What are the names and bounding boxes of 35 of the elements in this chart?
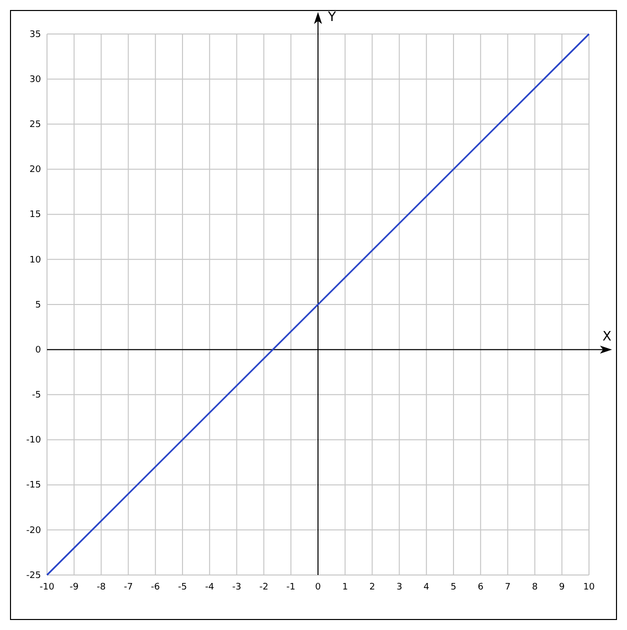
- x-tick-label: -6: [150, 582, 160, 592]
- x-tick-label: -9: [70, 582, 79, 592]
- y-tick-label: 0: [35, 345, 42, 356]
- y-tick-label: 25: [30, 120, 41, 130]
- x-tick-label: -3: [232, 582, 242, 592]
- x-tick-label: 9: [559, 582, 566, 592]
- x-tick-label: 10: [583, 582, 595, 592]
- x-axis-title: X: [602, 330, 612, 345]
- x-tick-label: 7: [504, 582, 511, 592]
- x-tick-label: 5: [450, 582, 456, 592]
- x-tick-label: 0: [315, 582, 322, 592]
- y-tick-label: -10: [26, 436, 42, 446]
- y-tick-label: -5: [32, 390, 41, 401]
- x-tick-label: 8: [532, 582, 538, 592]
- x-tick-label: 1: [342, 582, 348, 592]
- x-tick-label: 3: [396, 582, 402, 592]
- y-tick-label: -15: [26, 480, 41, 491]
- x-tick-label: -5: [178, 582, 187, 592]
- y-tick-label: 10: [30, 255, 42, 266]
- y-tick-label: -20: [26, 526, 42, 536]
- y-tick-label: 30: [30, 74, 42, 85]
- x-tick-label: -1: [286, 582, 296, 592]
- x-tick-label: -4: [205, 582, 214, 592]
- x-tick-label: -2: [259, 582, 268, 592]
- y-tick-label: 35: [30, 30, 41, 40]
- y-tick-label: -25: [26, 570, 41, 581]
- x-tick-label: -7: [124, 582, 133, 592]
- y-axis-title: Y: [327, 10, 336, 25]
- y-tick-label: 15: [30, 210, 41, 220]
- x-tick-label: -8: [96, 582, 106, 592]
- x-tick-label: 2: [369, 582, 376, 592]
- x-tick-label: 4: [424, 582, 430, 592]
- x-tick-label: 6: [478, 582, 484, 592]
- y-tick-label: 20: [30, 165, 42, 176]
- y-tick-label: 5: [35, 300, 41, 310]
